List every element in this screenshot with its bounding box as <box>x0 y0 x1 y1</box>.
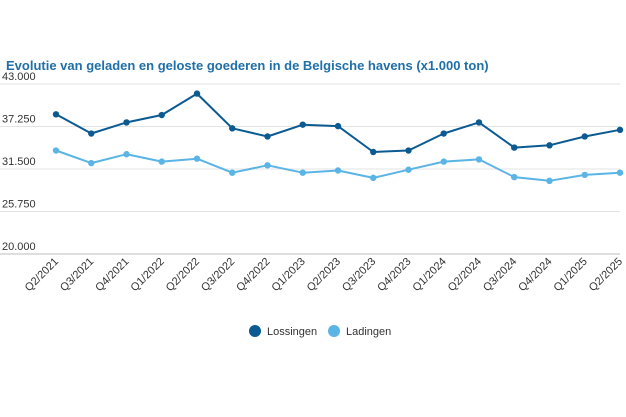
data-point-lossingen <box>511 144 518 151</box>
y-axis-ticks: 20.000 25.750 31.500 37.250 43.000 <box>2 71 36 253</box>
data-point-ladingen <box>405 166 412 173</box>
data-point-ladingen <box>475 156 483 163</box>
data-point-lossingen <box>88 130 95 137</box>
data-point-lossingen <box>475 119 483 126</box>
x-tick-label: Q2/2021 <box>23 256 61 294</box>
data-point-lossingen <box>158 111 165 119</box>
data-point-ladingen <box>546 177 553 185</box>
data-point-lossingen <box>334 122 342 130</box>
data-point-ladingen <box>440 158 447 165</box>
data-point-lossingen <box>581 133 588 140</box>
data-point-lossingen <box>229 125 236 132</box>
data-point-ladingen <box>229 169 236 176</box>
data-point-ladingen <box>616 169 624 176</box>
x-tick-label: Q3/2023 <box>340 256 378 294</box>
x-tick-label: Q2/2024 <box>446 256 484 294</box>
series-line-lossingen <box>55 92 621 153</box>
x-tick-label: Q1/2022 <box>129 256 167 294</box>
data-point-ladingen <box>370 174 377 182</box>
x-tick-label: Q2/2023 <box>305 256 343 294</box>
x-tick-label: Q3/2024 <box>481 256 519 294</box>
x-tick-label: Q2/2022 <box>164 256 202 294</box>
data-point-ladingen <box>581 171 588 179</box>
x-tick-label: Q4/2024 <box>516 256 554 294</box>
data-point-ladingen <box>264 162 271 169</box>
data-point-lossingen <box>370 148 377 156</box>
x-axis-ticks: Q2/2021Q3/2021Q4/2021Q1/2022Q2/2022Q3/20… <box>23 256 625 294</box>
data-point-lossingen <box>123 119 130 126</box>
data-point-lossingen <box>546 142 553 149</box>
x-tick-label: Q3/2021 <box>58 256 96 294</box>
series-lines <box>52 90 624 185</box>
legend: Lossingen Ladingen <box>249 325 391 338</box>
data-point-ladingen <box>299 169 306 176</box>
data-point-lossingen <box>264 133 271 140</box>
legend-label-lossingen: Lossingen <box>267 326 317 338</box>
x-tick-label: Q2/2025 <box>587 256 625 294</box>
data-point-lossingen <box>440 130 447 137</box>
x-tick-label: Q1/2025 <box>552 256 590 294</box>
data-point-lossingen <box>616 126 624 134</box>
data-point-ladingen <box>123 151 130 158</box>
legend-label-ladingen: Ladingen <box>346 326 391 338</box>
x-tick-label: Q4/2023 <box>375 256 413 294</box>
y-tick-label: 31.500 <box>2 156 36 168</box>
legend-marker-ladingen <box>328 325 340 337</box>
legend-marker-lossingen <box>249 325 261 337</box>
x-tick-label: Q4/2021 <box>93 256 131 294</box>
y-tick-label: 37.250 <box>2 114 36 126</box>
y-tick-label: 43.000 <box>2 71 36 83</box>
data-point-ladingen <box>52 147 60 154</box>
y-tick-label: 25.750 <box>2 199 36 211</box>
data-point-lossingen <box>52 111 60 118</box>
data-point-lossingen <box>193 90 201 97</box>
x-tick-label: Q4/2022 <box>234 256 272 294</box>
x-tick-label: Q1/2023 <box>270 256 308 294</box>
x-tick-label: Q1/2024 <box>411 256 449 294</box>
x-tick-label: Q3/2022 <box>199 256 237 294</box>
grid-lines <box>0 83 620 255</box>
data-point-ladingen <box>158 158 165 165</box>
data-point-ladingen <box>334 167 342 174</box>
data-point-ladingen <box>193 155 201 162</box>
series-line-ladingen <box>55 149 621 182</box>
chart-title: Evolutie van geladen en geloste goederen… <box>6 58 489 73</box>
data-point-ladingen <box>88 159 95 167</box>
y-tick-label: 20.000 <box>2 241 36 253</box>
data-point-lossingen <box>405 147 412 154</box>
data-point-lossingen <box>299 121 306 128</box>
data-point-ladingen <box>511 173 518 181</box>
